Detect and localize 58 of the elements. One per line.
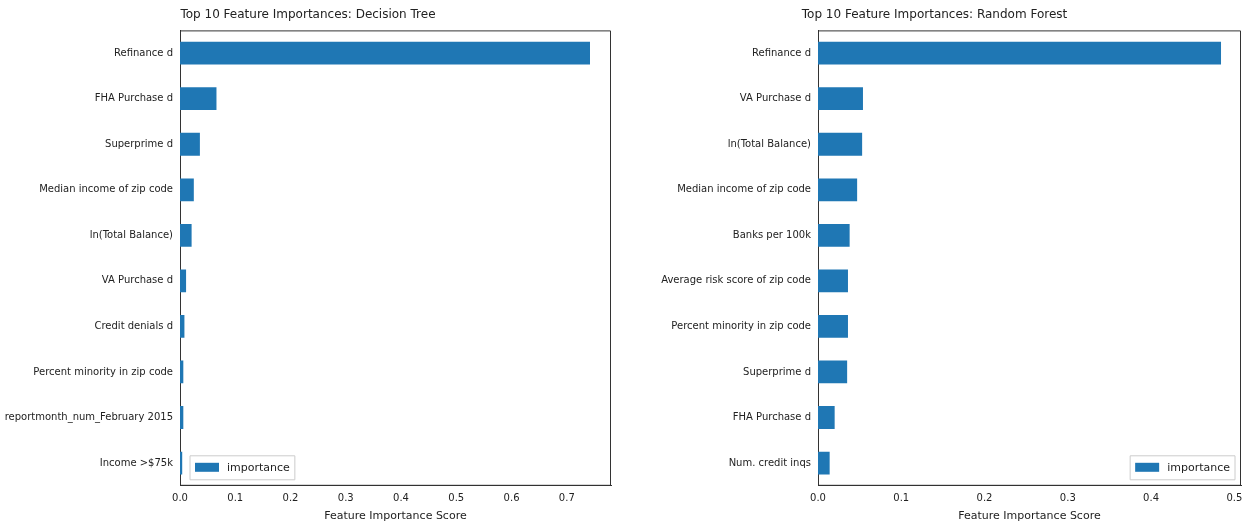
bar xyxy=(180,87,217,111)
x-tick-label: 0.5 xyxy=(448,492,465,504)
chart-title: Top 10 Feature Importances: Decision Tree xyxy=(179,7,436,22)
bar xyxy=(818,315,848,338)
x-tick-label: 0.0 xyxy=(810,492,826,504)
x-tick-label: 0.4 xyxy=(393,492,409,504)
x-tick-label: 0.3 xyxy=(1059,492,1076,504)
y-tick-label: reportmonth_num_February 2015 xyxy=(4,411,173,424)
y-tick-label: Percent minority in zip code xyxy=(33,365,173,377)
y-tick-label: Median income of zip code xyxy=(39,183,173,195)
y-tick-label: Average risk score of zip code xyxy=(661,274,811,286)
bar xyxy=(180,41,590,65)
chart-title: Top 10 Feature Importances: Random Forest xyxy=(800,7,1068,22)
bar xyxy=(180,315,185,338)
x-tick-label: 0.5 xyxy=(1226,492,1243,504)
y-tick-label: ln(Total Balance) xyxy=(727,137,812,149)
y-tick-label: VA Purchase d xyxy=(739,92,811,104)
x-axis-title: Feature Importance Score xyxy=(324,509,467,523)
y-tick-label: Median income of zip code xyxy=(677,183,811,195)
y-tick-label: FHA Purchase d xyxy=(94,92,173,104)
y-tick-label: Num. credit inqs xyxy=(728,456,811,468)
y-tick-label: Refinance d xyxy=(114,46,173,58)
x-tick-label: 0.1 xyxy=(227,492,244,504)
x-tick-label: 0.6 xyxy=(503,492,520,504)
y-tick-label: Banks per 100k xyxy=(732,228,812,240)
y-tick-label: Percent minority in zip code xyxy=(671,320,811,331)
x-tick-label: 0.0 xyxy=(172,492,188,504)
x-tick-label: 0.2 xyxy=(282,492,299,504)
y-tick-label: Superprime d xyxy=(105,137,173,149)
y-tick-label: Income >$75k xyxy=(99,456,174,468)
y-tick-label: Refinance d xyxy=(752,46,811,58)
bar xyxy=(180,178,194,202)
bar xyxy=(818,451,830,475)
bar xyxy=(818,406,835,429)
x-tick-label: 0.7 xyxy=(558,492,575,504)
x-axis-title: Feature Importance Score xyxy=(958,509,1101,523)
bar xyxy=(818,269,848,293)
bar xyxy=(180,269,187,293)
y-tick-label: ln(Total Balance) xyxy=(89,228,174,240)
x-tick-label: 0.3 xyxy=(337,492,354,504)
x-tick-label: 0.2 xyxy=(976,492,993,504)
bar xyxy=(818,360,848,384)
legend-label: importance xyxy=(227,460,291,474)
y-tick-label: Superprime d xyxy=(743,365,811,377)
y-tick-label: VA Purchase d xyxy=(101,274,173,286)
bar xyxy=(180,223,192,247)
bar xyxy=(180,406,184,429)
bar xyxy=(180,132,200,156)
bar xyxy=(818,132,863,156)
y-tick-label: Credit denials d xyxy=(94,320,173,331)
bar xyxy=(818,41,1222,65)
x-tick-label: 0.1 xyxy=(893,492,910,504)
bar xyxy=(818,178,858,202)
x-tick-label: 0.4 xyxy=(1143,492,1160,504)
legend-label: importance xyxy=(1167,460,1231,474)
y-tick-label: FHA Purchase d xyxy=(732,411,811,423)
bar xyxy=(818,87,863,111)
bar xyxy=(818,223,850,247)
